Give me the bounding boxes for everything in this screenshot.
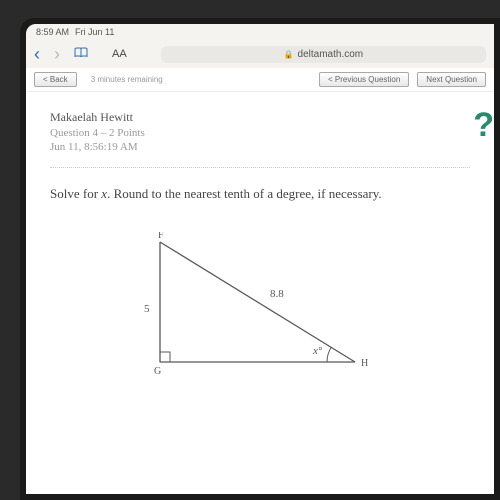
problem-prefix: Solve for <box>50 186 101 201</box>
svg-text:x°: x° <box>312 345 323 357</box>
previous-question-button[interactable]: < Previous Question <box>319 72 409 87</box>
status-date: Fri Jun 11 <box>75 27 114 37</box>
help-icon[interactable]: ? <box>473 106 494 145</box>
triangle-svg: 5 8.8 x° F G H <box>130 232 380 382</box>
page-toolbar: < Back 3 minutes remaining < Previous Qu… <box>26 68 494 92</box>
time-remaining: 3 minutes remaining <box>91 75 163 84</box>
next-question-button[interactable]: Next Question <box>417 72 486 87</box>
lock-icon: 🔒 <box>284 50 294 59</box>
url-bar[interactable]: 🔒 deltamath.com <box>161 46 486 63</box>
svg-text:H: H <box>361 358 368 369</box>
ipad-status-bar: 8:59 AM Fri Jun 11 <box>26 24 494 40</box>
url-domain: deltamath.com <box>298 49 364 60</box>
problem-suffix: . Round to the nearest tenth of a degree… <box>107 186 382 201</box>
student-name: Makaelah Hewitt <box>50 110 470 125</box>
browser-back-button[interactable]: ‹ <box>34 44 40 65</box>
svg-text:8.8: 8.8 <box>270 288 284 300</box>
browser-toolbar: ‹ › AA 🔒 deltamath.com <box>26 40 494 68</box>
svg-text:F: F <box>158 232 164 241</box>
back-button[interactable]: < Back <box>34 72 77 87</box>
text-size-button[interactable]: AA <box>112 48 127 60</box>
svg-text:G: G <box>154 366 161 377</box>
question-points: Question 4 – 2 Points <box>50 127 470 139</box>
browser-forward-button: › <box>54 44 60 65</box>
svg-text:5: 5 <box>144 303 150 315</box>
question-timestamp: Jun 11, 8:56:19 AM <box>50 141 470 153</box>
problem-text: Solve for x. Round to the nearest tenth … <box>50 186 470 202</box>
status-time: 8:59 AM <box>36 27 69 37</box>
bookmarks-icon[interactable] <box>74 46 88 62</box>
divider <box>50 167 470 168</box>
question-content: ? Makaelah Hewitt Question 4 – 2 Points … <box>26 92 494 494</box>
triangle-figure: 5 8.8 x° F G H <box>130 232 470 387</box>
